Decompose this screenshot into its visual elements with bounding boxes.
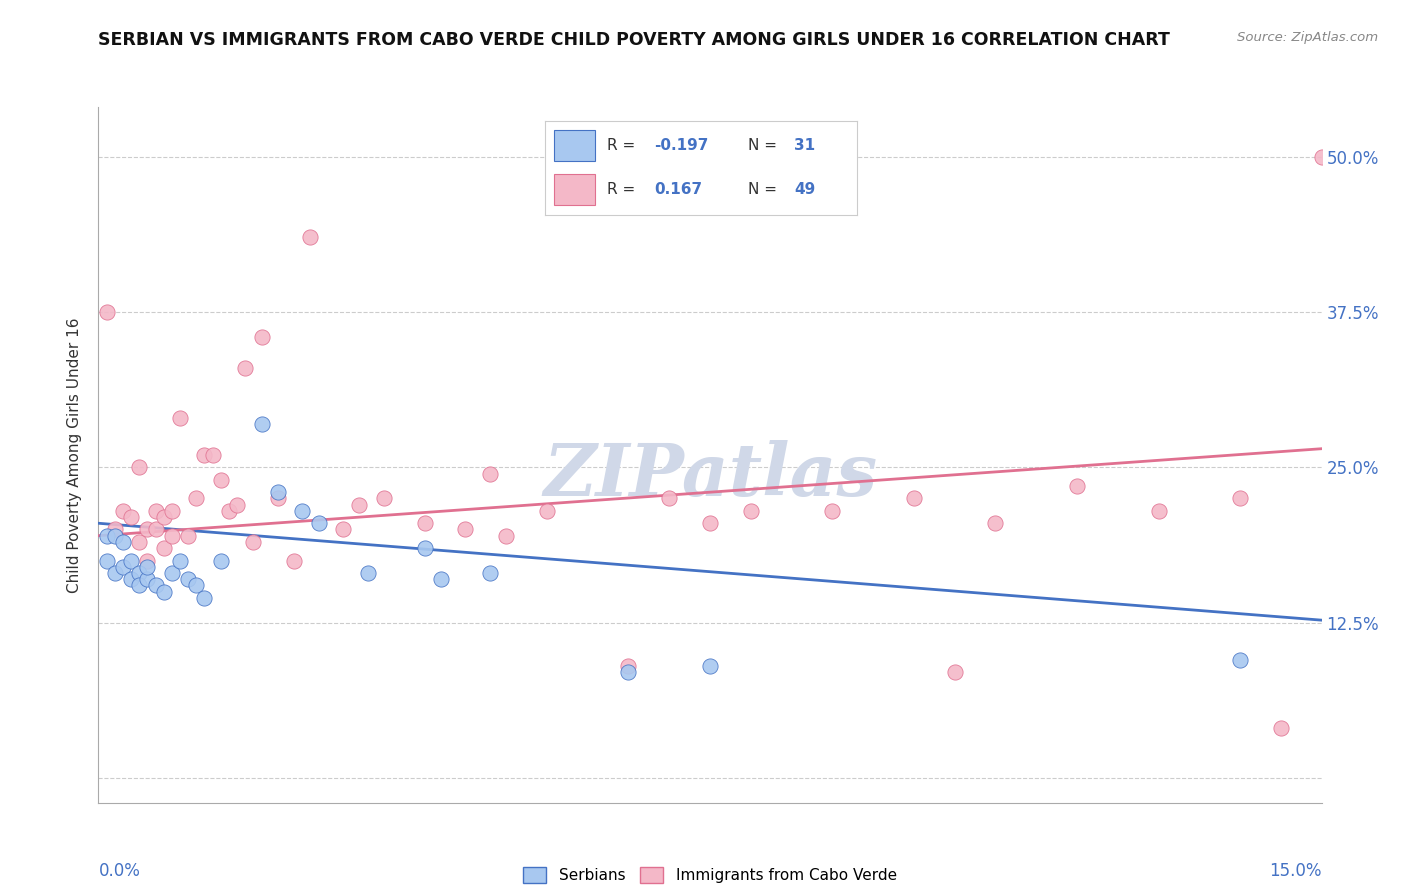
Point (177, 572, 200, 586)
Point (120, 572, 142, 586)
Point (136, 553, 159, 567)
Point (193, 448, 215, 462)
Point (104, 523, 127, 537)
Text: ZIPatlas: ZIPatlas (543, 441, 877, 511)
Point (821, 504, 844, 518)
Point (536, 504, 558, 518)
Point (242, 534, 264, 549)
Point (373, 491, 395, 506)
Point (209, 553, 232, 567)
Point (299, 230, 322, 244)
Point (169, 553, 191, 567)
Point (1270, 721, 1292, 735)
Text: SERBIAN VS IMMIGRANTS FROM CABO VERDE CHILD POVERTY AMONG GIRLS UNDER 16 CORRELA: SERBIAN VS IMMIGRANTS FROM CABO VERDE CH… (98, 31, 1170, 49)
Point (1229, 653, 1251, 667)
Point (943, 665, 966, 680)
Point (128, 566, 150, 580)
Point (169, 410, 191, 425)
Point (478, 566, 501, 580)
Point (1229, 491, 1251, 506)
Point (136, 523, 159, 537)
Point (136, 572, 159, 586)
Y-axis label: Child Poverty Among Girls Under 16: Child Poverty Among Girls Under 16 (67, 318, 83, 592)
Point (96, 305, 118, 319)
Point (617, 659, 640, 673)
Point (233, 361, 256, 376)
Point (699, 516, 721, 531)
Point (145, 504, 167, 518)
Point (740, 504, 762, 518)
Point (1310, 150, 1333, 164)
Point (267, 485, 290, 500)
Point (209, 473, 232, 487)
Point (430, 572, 453, 586)
Legend: Serbians, Immigrants from Cabo Verde: Serbians, Immigrants from Cabo Verde (517, 861, 903, 889)
Point (250, 417, 273, 431)
Point (96, 529, 118, 543)
Point (120, 553, 142, 567)
Point (152, 541, 174, 555)
Point (145, 523, 167, 537)
Point (145, 578, 167, 592)
Point (332, 523, 354, 537)
Point (267, 491, 290, 506)
Text: 0.0%: 0.0% (98, 863, 141, 880)
Point (658, 491, 681, 506)
Point (478, 467, 501, 481)
Point (218, 504, 240, 518)
Point (495, 529, 517, 543)
Point (128, 534, 150, 549)
Point (349, 498, 371, 512)
Text: 15.0%: 15.0% (1270, 863, 1322, 880)
Point (454, 523, 477, 537)
Point (136, 559, 159, 574)
Point (120, 510, 142, 524)
Point (250, 330, 273, 344)
Point (617, 665, 640, 680)
Point (308, 516, 330, 531)
Point (283, 553, 305, 567)
Point (413, 516, 436, 531)
Point (186, 491, 208, 506)
Point (160, 529, 183, 543)
Point (186, 578, 208, 592)
Point (177, 529, 200, 543)
Point (160, 504, 183, 518)
Point (356, 566, 378, 580)
Point (984, 516, 1007, 531)
Point (1066, 479, 1088, 493)
Point (193, 591, 215, 605)
Point (111, 534, 134, 549)
Point (201, 448, 224, 462)
Point (111, 559, 134, 574)
Point (104, 529, 127, 543)
Point (128, 578, 150, 592)
Point (160, 566, 183, 580)
Point (152, 584, 174, 599)
Point (152, 510, 174, 524)
Point (96, 553, 118, 567)
Text: Source: ZipAtlas.com: Source: ZipAtlas.com (1237, 31, 1378, 45)
Point (413, 541, 436, 555)
Point (226, 498, 249, 512)
Point (699, 659, 721, 673)
Point (291, 504, 314, 518)
Point (903, 491, 925, 506)
Point (128, 460, 150, 475)
Point (104, 566, 127, 580)
Point (1147, 504, 1170, 518)
Point (111, 504, 134, 518)
